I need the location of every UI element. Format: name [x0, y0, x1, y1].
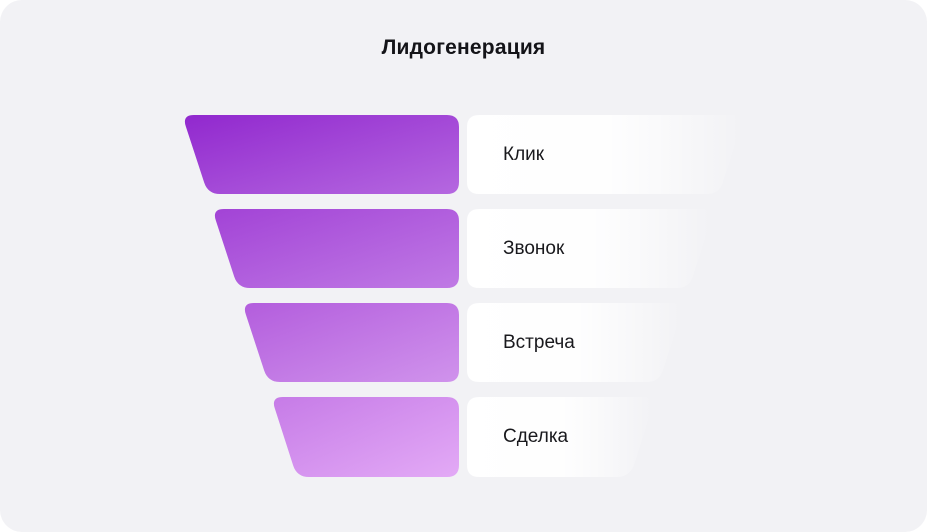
stage-label-zvonok: Звонок	[503, 238, 565, 259]
chart-title: Лидогенерация	[381, 36, 546, 59]
stage-label-card	[467, 115, 743, 194]
stage-label-sdelka: Сделка	[503, 426, 569, 447]
stage-label-card	[467, 209, 713, 288]
stage-label-vstrecha: Встреча	[503, 332, 575, 353]
stage-label-klik: Клик	[503, 144, 545, 165]
funnel-segment-vstrecha	[244, 303, 459, 382]
funnel-segment-klik	[184, 115, 459, 194]
stage-label-card	[467, 397, 654, 477]
funnel-segment-sdelka	[273, 397, 459, 477]
stage-label-card	[467, 303, 683, 382]
funnel-segment-zvonok	[214, 209, 459, 288]
